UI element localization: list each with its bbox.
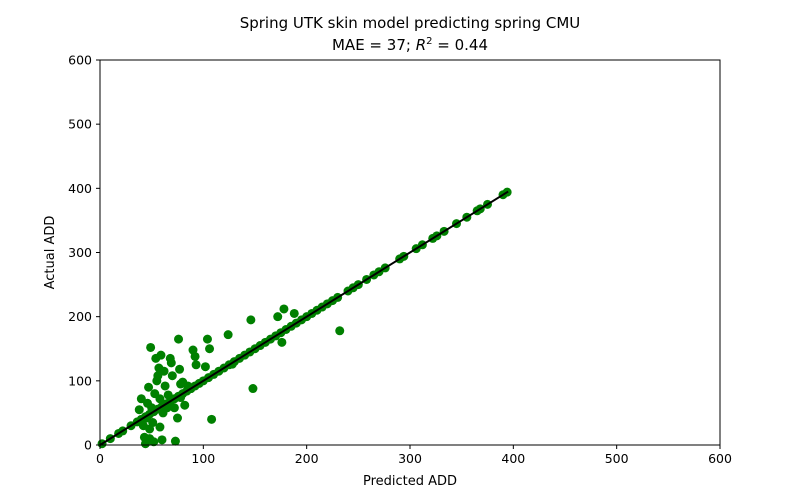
x-axis-label: Predicted ADD [363,474,457,489]
scatter-point [166,358,176,368]
scatter-point [148,418,158,428]
scatter-point [159,366,169,376]
x-tick-label: 100 [191,451,215,466]
y-tick-label: 0 [84,438,92,453]
scatter-point [335,326,345,336]
y-tick-label: 300 [68,245,92,260]
scatter-point [223,330,233,340]
chart-title-superscript: 2 [426,36,432,47]
scatter-point [136,394,146,404]
scatter-point [190,351,200,361]
y-axis: 0 100 200 300 400 500 600 [68,53,100,453]
chart-title-r: R [416,36,426,54]
scatter-point [246,315,256,325]
scatter-point [273,312,283,322]
scatter-point [163,390,173,400]
y-tick-label: 400 [68,181,92,196]
y-tick-label: 500 [68,117,92,132]
scatter-point [180,400,190,410]
y-tick-label: 600 [68,53,92,68]
scatter-point [144,382,154,392]
scatter-point [200,362,210,372]
scatter-point [289,308,299,318]
y-tick-label: 200 [68,309,92,324]
x-tick-label: 0 [96,451,104,466]
chart-title-r2-value: = 0.44 [433,36,489,54]
plot-area [97,187,512,449]
scatter-point [205,344,215,354]
scatter-point [146,342,156,352]
x-tick-label: 200 [295,451,319,466]
scatter-point [153,371,163,381]
x-tick-label: 400 [501,451,525,466]
chart-title-mae: MAE = 37; [332,36,416,54]
scatter-point [169,403,179,413]
scatter-point [170,436,180,446]
scatter-point [248,384,258,394]
scatter-point [191,360,201,370]
x-tick-label: 300 [398,451,422,466]
scatter-point [155,394,165,404]
scatter-point [134,405,144,415]
scatter-point [173,413,182,423]
scatter-point [155,422,165,432]
y-tick-label: 100 [68,373,92,388]
scatter-point [207,414,217,424]
scatter-point [167,371,177,381]
scatter-point [277,337,287,347]
y-axis-label: Actual ADD [43,216,58,290]
x-axis: 0 100 200 300 400 500 600 [96,445,732,466]
chart-title-line1: Spring UTK skin model predicting spring … [240,14,581,32]
scatter-point [160,381,170,391]
scatter-point [149,437,159,447]
scatter-point [202,334,212,344]
scatter-point [279,304,289,314]
scatter-point [147,403,157,413]
scatter-point [175,364,185,374]
x-tick-label: 600 [708,451,732,466]
chart-title-line2: MAE = 37; R2 = 0.44 [332,36,488,54]
identity-line [99,190,509,446]
scatter-point [156,350,166,360]
scatter-point [157,435,167,445]
x-tick-label: 500 [605,451,629,466]
scatter-point [174,334,184,344]
